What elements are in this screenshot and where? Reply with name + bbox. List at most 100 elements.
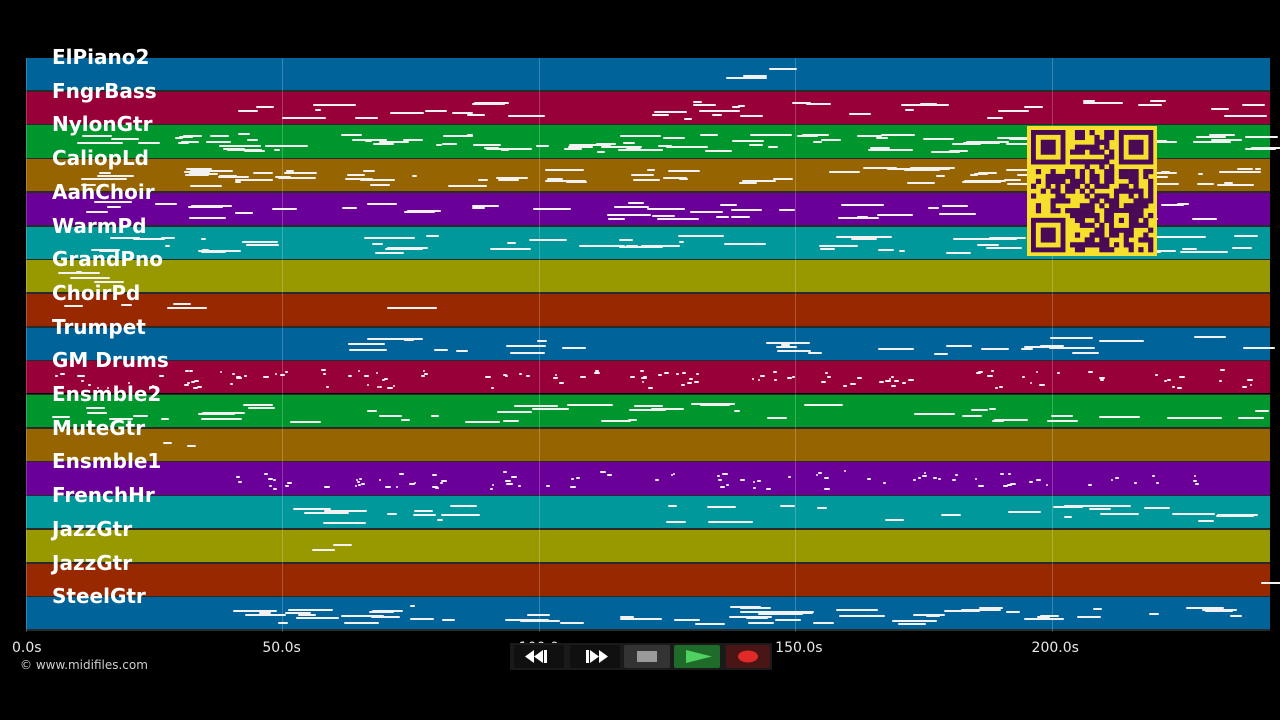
midi-note [695, 622, 725, 625]
midi-note [190, 184, 222, 187]
midi-note [402, 139, 423, 142]
midi-note [630, 375, 636, 378]
midi-note [164, 244, 171, 247]
midi-note [439, 482, 444, 485]
midi-note [665, 521, 686, 524]
record-button[interactable] [726, 645, 770, 668]
midi-note [263, 376, 269, 379]
midi-note [1050, 414, 1073, 417]
midi-note [60, 373, 65, 376]
midi-note [371, 243, 384, 246]
midi-note [673, 619, 701, 622]
midi-note [699, 110, 740, 113]
midi-note [821, 381, 826, 384]
midi-note [726, 76, 768, 79]
midi-note [892, 619, 937, 622]
midi-note [978, 371, 984, 374]
play-button[interactable] [674, 645, 720, 668]
midi-note [914, 413, 956, 416]
midi-note [844, 470, 847, 473]
midi-note [1192, 218, 1218, 221]
midi-note [1047, 419, 1078, 422]
midi-note [840, 204, 885, 207]
midi-note [977, 244, 1000, 247]
midi-note [441, 480, 447, 482]
midi-note [640, 244, 680, 247]
fast-forward-button[interactable] [570, 645, 620, 668]
midi-note [823, 487, 830, 490]
midi-note [951, 478, 956, 481]
midi-note [98, 250, 115, 253]
midi-note [473, 143, 502, 146]
midi-note [922, 474, 928, 477]
midi-note [455, 349, 469, 352]
midi-note [1036, 479, 1042, 482]
midi-note [552, 376, 558, 379]
midi-note [1099, 340, 1144, 343]
midi-note [890, 384, 896, 387]
stop-button[interactable] [624, 645, 670, 668]
midi-note [1241, 103, 1266, 106]
midi-note [678, 234, 724, 237]
midi-note [395, 486, 398, 489]
midi-note [686, 382, 693, 385]
midi-note [1210, 107, 1230, 110]
track-label: SteelGtr [52, 584, 146, 609]
midi-note [978, 485, 984, 488]
midi-note [519, 372, 522, 375]
midi-note [876, 214, 914, 217]
midi-note [596, 150, 605, 153]
midi-note [987, 116, 1004, 119]
midi-note [1183, 416, 1222, 419]
stop-icon [637, 651, 657, 662]
midi-note [1050, 337, 1094, 340]
midi-note [717, 479, 722, 482]
midi-note [358, 483, 361, 486]
midi-note [849, 113, 872, 116]
midi-note [356, 478, 359, 481]
midi-note [282, 117, 327, 120]
midi-note [898, 250, 905, 253]
midi-note [1230, 615, 1242, 618]
midi-note [412, 175, 418, 178]
midi-note [887, 167, 917, 170]
midi-note [648, 386, 653, 389]
midi-note [875, 137, 888, 139]
lane-separator [26, 292, 1270, 295]
midi-note [1216, 183, 1255, 186]
midi-note [197, 385, 203, 388]
midi-note [250, 244, 280, 247]
midi-note [371, 615, 401, 618]
midi-note [478, 179, 488, 182]
midi-note [1003, 418, 1029, 421]
midi-note [376, 386, 380, 389]
midi-note [269, 485, 272, 488]
lane-separator [26, 595, 1270, 598]
midi-note [1071, 351, 1100, 354]
midi-note [251, 407, 275, 410]
rewind-button[interactable] [514, 645, 564, 668]
midi-note [230, 176, 250, 179]
midi-note [646, 169, 655, 172]
midi-note [1167, 416, 1200, 419]
midi-note [440, 514, 480, 517]
midi-note [1241, 385, 1247, 388]
midi-note [161, 237, 176, 240]
midi-note [237, 481, 243, 484]
midi-note [1155, 481, 1159, 484]
midi-note [626, 245, 638, 248]
midi-note [1219, 369, 1226, 372]
midi-note [367, 410, 377, 413]
midi-note [87, 412, 108, 415]
midi-note [495, 177, 528, 180]
midi-note [970, 409, 989, 412]
midi-note [730, 208, 763, 211]
midi-note [434, 487, 439, 490]
midi-note [668, 169, 700, 172]
midi-note [650, 407, 684, 410]
play-icon [686, 650, 712, 663]
midi-note [496, 410, 533, 413]
midi-note [640, 370, 644, 373]
midi-note [372, 609, 404, 612]
midi-note [819, 248, 835, 251]
